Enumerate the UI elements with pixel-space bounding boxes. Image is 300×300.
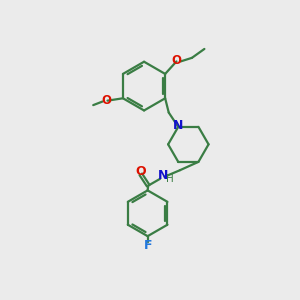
Text: O: O	[135, 166, 146, 178]
Text: O: O	[101, 94, 111, 106]
Text: N: N	[158, 169, 169, 182]
Text: O: O	[172, 54, 182, 67]
Text: H: H	[166, 174, 173, 184]
Text: N: N	[172, 119, 183, 132]
Text: F: F	[143, 238, 152, 252]
